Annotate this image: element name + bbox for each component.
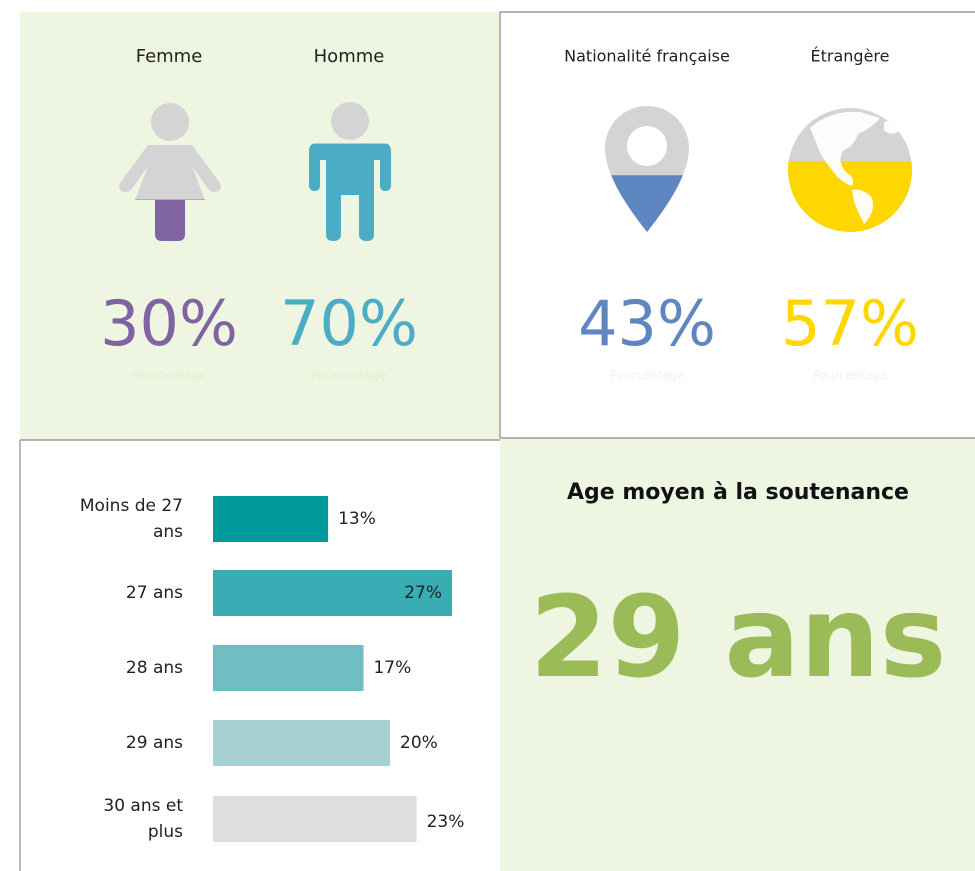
icon-shape (119, 145, 221, 241)
bar-value-label: 27% (404, 583, 442, 603)
bar-category: 27 ans (125, 583, 183, 603)
value-caption: Pourcentage (609, 369, 684, 383)
bar-value-label: 23% (427, 812, 465, 832)
icon-shape (135, 199, 205, 241)
icon-base (119, 103, 221, 241)
value-caption: Pourcentage (812, 369, 887, 383)
panel-gender (20, 12, 500, 440)
bar-category: 30 ans et plus (103, 796, 183, 842)
bar (213, 720, 391, 766)
panel-kpi (500, 438, 975, 871)
category-label: Nationalité française (564, 47, 730, 66)
category-label: Femme (136, 46, 203, 67)
bar-category: Moins de 27 ans (79, 496, 183, 542)
value-label: 70% (280, 287, 418, 360)
bar (213, 496, 329, 542)
category-label: Homme (314, 46, 385, 67)
pin-hole (627, 126, 667, 166)
icon-fill (135, 199, 205, 241)
icon-shape (611, 175, 683, 232)
bar-category: 28 ans (125, 658, 183, 678)
value-label: 43% (578, 287, 716, 360)
bar (213, 570, 452, 616)
value-label: 57% (781, 287, 919, 360)
category-label: Étrangère (811, 47, 890, 66)
icon-shape (309, 143, 391, 241)
globe-land (810, 111, 898, 224)
bar (213, 645, 364, 691)
bar (213, 796, 417, 842)
icon-shape (788, 161, 912, 232)
icon-shape (151, 103, 189, 141)
bar-category: 29 ans (125, 733, 183, 753)
bar-value-label: 13% (338, 509, 376, 529)
icon-shape (331, 102, 369, 140)
icon-fill (611, 175, 683, 232)
bar-value-label: 17% (373, 658, 411, 678)
panel-borders (19, 11, 975, 871)
kpi-value: 29 ans (530, 573, 947, 703)
icon-fill (788, 161, 912, 232)
icon-fill (309, 143, 391, 241)
kpi-title: Age moyen à la soutenance (567, 480, 909, 505)
bar-value-label: 20% (400, 733, 438, 753)
value-caption: Pourcentage (131, 369, 206, 383)
value-label: 30% (100, 287, 238, 360)
value-caption: Pourcentage (311, 369, 386, 383)
